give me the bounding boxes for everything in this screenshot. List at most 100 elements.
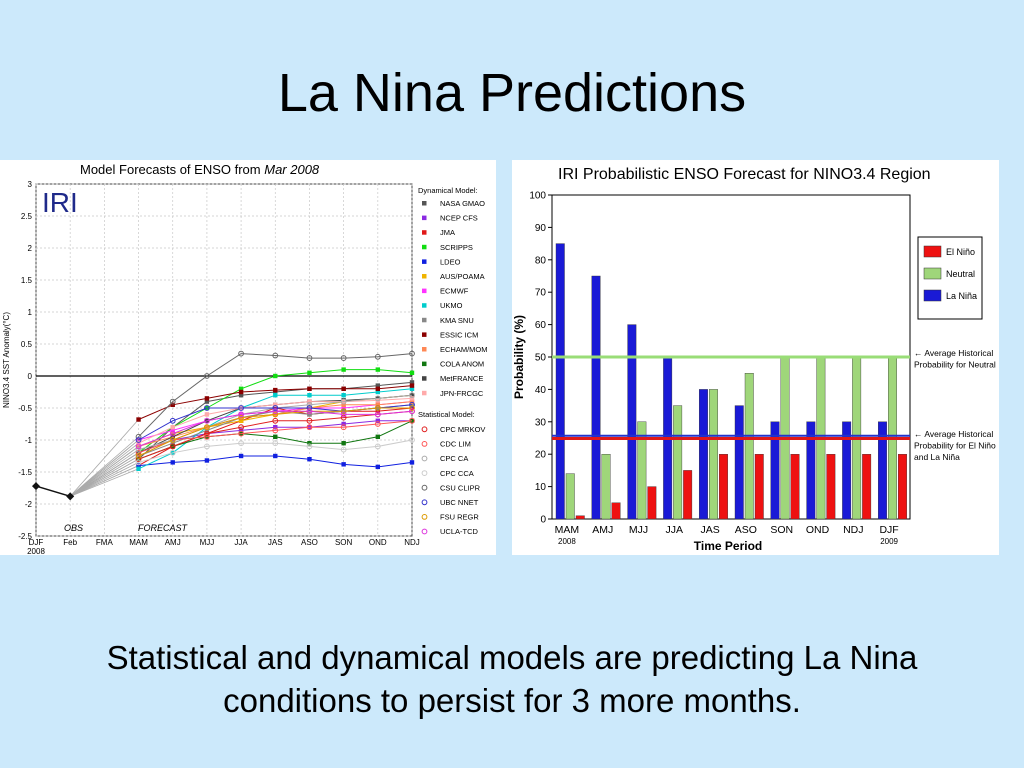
statistical-point	[374, 353, 381, 360]
x-tick-label: Feb	[63, 538, 77, 547]
legend-dynamical-marker	[422, 215, 427, 221]
dynamical-connector	[69, 419, 139, 497]
dynamical-point	[341, 402, 346, 407]
legend-statistical-marker	[421, 514, 428, 520]
legend-dynamical-label: NASA GMAO	[440, 199, 485, 208]
dynamical-point	[273, 434, 278, 439]
legend-statistical-label: CPC CCA	[440, 469, 474, 478]
statistical-point	[204, 405, 210, 411]
dynamical-point	[341, 405, 346, 411]
dynamical-point	[307, 386, 312, 391]
x-tick-label: MAM	[555, 524, 580, 536]
bar	[575, 515, 585, 520]
x-tick-label: JAS	[268, 538, 283, 547]
statistical-connector	[69, 436, 139, 497]
legend-dynamical-label: KMA SNU	[440, 316, 474, 325]
observed-line	[35, 485, 71, 498]
legend-dynamical-label: ECHAM/MOM	[440, 345, 488, 354]
dynamical-point	[204, 458, 210, 463]
legend-statistical-marker	[421, 499, 428, 506]
dynamical-point	[375, 402, 381, 407]
statistical-point	[340, 408, 347, 415]
legend-statistical-marker	[421, 470, 428, 477]
iri-logo: IRI	[42, 187, 78, 218]
legend-dynamical-marker	[422, 376, 427, 381]
model-forecasts-chart: Model Forecasts of ENSO from Mar 2008 3 2.…	[0, 160, 496, 556]
statistical-point	[374, 421, 381, 427]
model-forecasts-svg: Model Forecasts of ENSO from Mar 2008 3 2.…	[2, 162, 488, 556]
statistical-point	[340, 398, 347, 405]
legend-dynamical-label: SCRIPPS	[440, 243, 473, 252]
bar	[744, 372, 754, 520]
legend-dynamical-marker	[422, 361, 427, 367]
legend-dynamical-marker	[422, 288, 427, 294]
dynamical-point	[409, 402, 415, 407]
y-tick-label: 2.5	[21, 212, 33, 221]
statistical-point	[204, 424, 210, 431]
statistical-point	[204, 433, 210, 440]
legend-dynamical-label: ECMWF	[440, 287, 469, 296]
dynamical-point	[273, 453, 278, 459]
dynamical-point	[170, 460, 175, 465]
dynamical-point	[409, 370, 415, 375]
obs-label: OBS	[64, 523, 83, 533]
statistical-point	[135, 459, 142, 466]
dynamical-point	[238, 386, 244, 391]
statistical-line	[138, 353, 413, 438]
statistical-point	[135, 433, 142, 440]
statistical-connector	[69, 446, 139, 497]
y-tick-label: 60	[535, 320, 547, 331]
legend-dynamical-label: MetFRANCE	[440, 374, 483, 383]
statistical-line	[138, 439, 413, 463]
statistical-point	[204, 417, 210, 424]
dynamical-point	[273, 393, 278, 398]
legend-statistical-label: UBC NNET	[440, 498, 479, 507]
statistical-connector	[70, 462, 139, 497]
legend-dynamical-marker	[422, 390, 427, 396]
legend-statistical-label: UCLA-TCD	[440, 527, 479, 536]
bar	[555, 243, 565, 520]
y-axis-label: Probability (%)	[512, 315, 526, 399]
legend-dynamical-marker	[422, 230, 427, 235]
x-tick-label: DJF	[879, 524, 898, 536]
dynamical-point	[375, 367, 381, 372]
x-tick-label: MJJ	[629, 524, 648, 536]
reference-line-label: Probability for El Niño	[914, 441, 996, 451]
statistical-point	[135, 456, 142, 463]
statistical-point	[238, 424, 244, 431]
bar	[770, 421, 780, 520]
dynamical-point	[341, 393, 346, 398]
dynamical-point	[238, 453, 244, 459]
dynamical-point	[409, 396, 415, 401]
dynamical-point	[238, 393, 244, 398]
x-tick-label: ASO	[301, 538, 318, 547]
statistical-point	[340, 446, 347, 453]
legend-statistical-label: CDC LIM	[440, 440, 471, 449]
dynamical-point	[136, 417, 141, 422]
dynamical-point	[307, 399, 312, 404]
dynamical-point	[375, 434, 381, 439]
statistical-point	[135, 449, 142, 456]
y-tick-label: 0.5	[21, 340, 33, 349]
statistical-point	[409, 437, 415, 443]
statistical-point	[340, 414, 347, 421]
dynamical-point	[204, 428, 210, 433]
statistical-point	[374, 395, 381, 402]
statistical-point	[272, 405, 279, 411]
dynamical-point	[136, 463, 141, 468]
y-tick-label: 2	[28, 244, 33, 253]
x-tick-label: NDJ	[404, 538, 420, 547]
legend-label: El Niño	[946, 247, 975, 257]
dynamical-point	[204, 412, 210, 417]
dynamical-point	[204, 399, 210, 404]
y-tick-label: -1	[25, 436, 33, 445]
dynamical-point	[273, 402, 278, 407]
y-tick-label: 1	[28, 308, 33, 317]
bar	[627, 324, 637, 520]
dynamical-connector	[70, 468, 139, 497]
legend-statistical-marker	[421, 426, 428, 433]
statistical-point	[374, 411, 381, 418]
statistical-point	[135, 453, 142, 459]
x-tick-label: MJJ	[200, 538, 215, 547]
dynamical-point	[375, 389, 381, 395]
